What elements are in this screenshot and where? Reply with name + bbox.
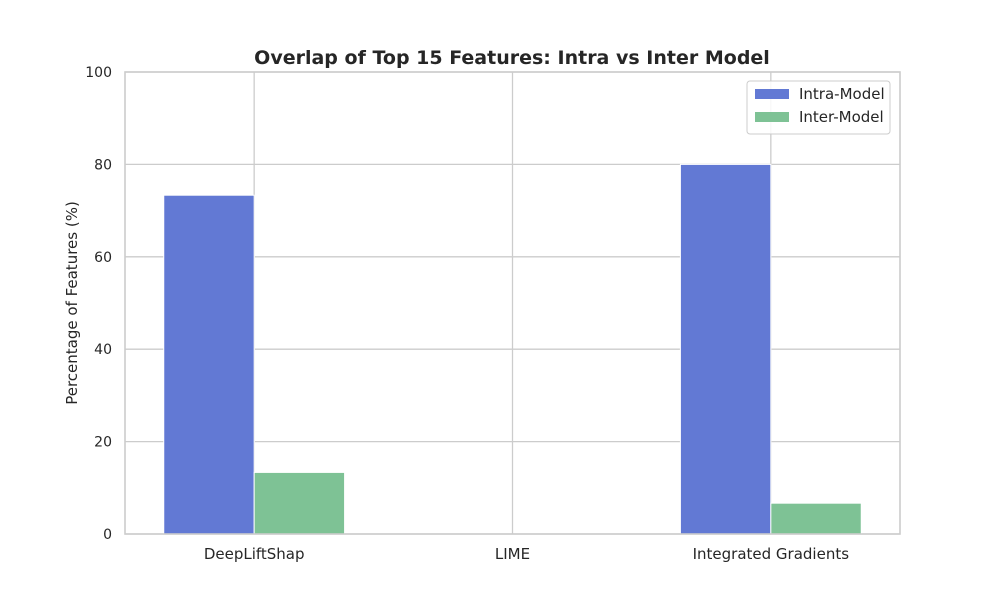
y-tick-label: 20 bbox=[94, 435, 112, 451]
bar-intra-model-deepliftshap bbox=[163, 194, 255, 535]
legend: Intra-Model Inter-Model bbox=[746, 80, 891, 135]
legend-label: Inter-Model bbox=[799, 108, 884, 126]
y-axis-label: Percentage of Features (%) bbox=[63, 201, 81, 405]
x-tick-label: Integrated Gradients bbox=[693, 545, 850, 563]
y-tick-label: 0 bbox=[103, 527, 112, 543]
x-tick-label: LIME bbox=[495, 545, 530, 563]
bars-layer bbox=[163, 163, 862, 535]
chart-title: Overlap of Top 15 Features: Intra vs Int… bbox=[254, 47, 770, 69]
y-tick-label: 60 bbox=[94, 250, 112, 266]
y-tick-label: 40 bbox=[94, 342, 112, 358]
y-tick-label: 80 bbox=[94, 157, 112, 173]
legend-label: Intra-Model bbox=[799, 85, 885, 103]
legend-swatch bbox=[755, 89, 789, 99]
y-tick-label: 100 bbox=[85, 65, 112, 81]
bar-inter-model-integrated-gradients bbox=[770, 502, 862, 535]
x-tick-label: DeepLiftShap bbox=[204, 545, 305, 563]
legend-swatch bbox=[755, 112, 789, 122]
axes-layer: 0 20 40 60 80 100 DeepLiftShap LIME Integrated G… bbox=[85, 65, 901, 563]
bar-inter-model-deepliftshap bbox=[253, 471, 346, 535]
plot-frame bbox=[124, 71, 901, 535]
bar-intra-model-integrated-gradients bbox=[679, 163, 772, 535]
